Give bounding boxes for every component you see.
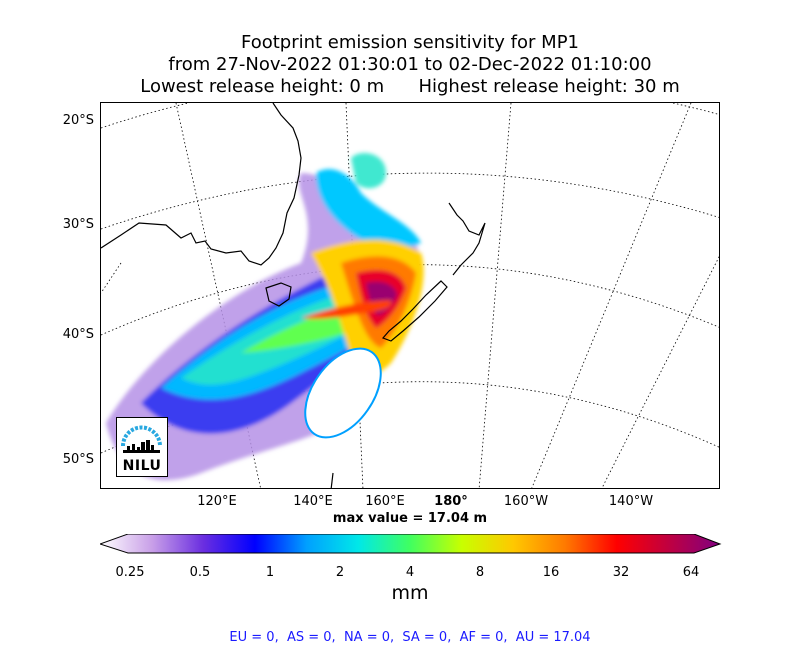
map-panel xyxy=(100,102,720,489)
coastlines xyxy=(101,103,486,488)
colorbar-tick-7: 32 xyxy=(612,565,630,580)
lat-label-30s: 30°S xyxy=(62,217,94,232)
emission-plume xyxy=(106,153,424,481)
colorbar-body xyxy=(100,534,722,554)
colorbar xyxy=(100,534,722,554)
nilu-logo-graphic xyxy=(121,425,162,453)
colorbar-tick-5: 8 xyxy=(475,565,485,580)
max-value-label: max value = 17.04 m xyxy=(332,511,488,526)
lat-label-20s: 20°S xyxy=(62,113,94,128)
colorbar-tick-4: 4 xyxy=(405,565,415,580)
colorbar-unit-label: mm xyxy=(391,582,429,604)
colorbar-tick-8: 64 xyxy=(682,565,700,580)
lat-label-40s: 40°S xyxy=(62,327,94,342)
lon-label-160w: 160°W xyxy=(503,494,549,509)
map-title-line-2: from 27-Nov-2022 01:30:01 to 02-Dec-2022… xyxy=(168,54,652,75)
lat-label-50s: 50°S xyxy=(62,452,94,467)
map-title-line-3: Lowest release height: 0 m Highest relea… xyxy=(140,76,680,97)
lon-label-140w: 140°W xyxy=(608,494,654,509)
lon-label-180: 180° xyxy=(434,494,468,509)
lon-label-140e: 140°E xyxy=(293,494,333,509)
region-totals: EU = 0, AS = 0, NA = 0, SA = 0, AF = 0, … xyxy=(229,630,591,645)
map-title-line-1: Footprint emission sensitivity for MP1 xyxy=(240,32,579,53)
colorbar-tick-1: 0.5 xyxy=(189,565,211,580)
colorbar-tick-0: 0.25 xyxy=(115,565,145,580)
colorbar-tick-6: 16 xyxy=(542,565,560,580)
lon-label-160e: 160°E xyxy=(365,494,405,509)
colorbar-tick-3: 2 xyxy=(335,565,345,580)
nilu-logo-text: NILU xyxy=(122,458,162,474)
lon-label-120e: 120°E xyxy=(197,494,237,509)
colorbar-tick-2: 1 xyxy=(265,565,275,580)
nilu-logo: NILU xyxy=(116,417,168,477)
footprint-map xyxy=(101,103,719,488)
